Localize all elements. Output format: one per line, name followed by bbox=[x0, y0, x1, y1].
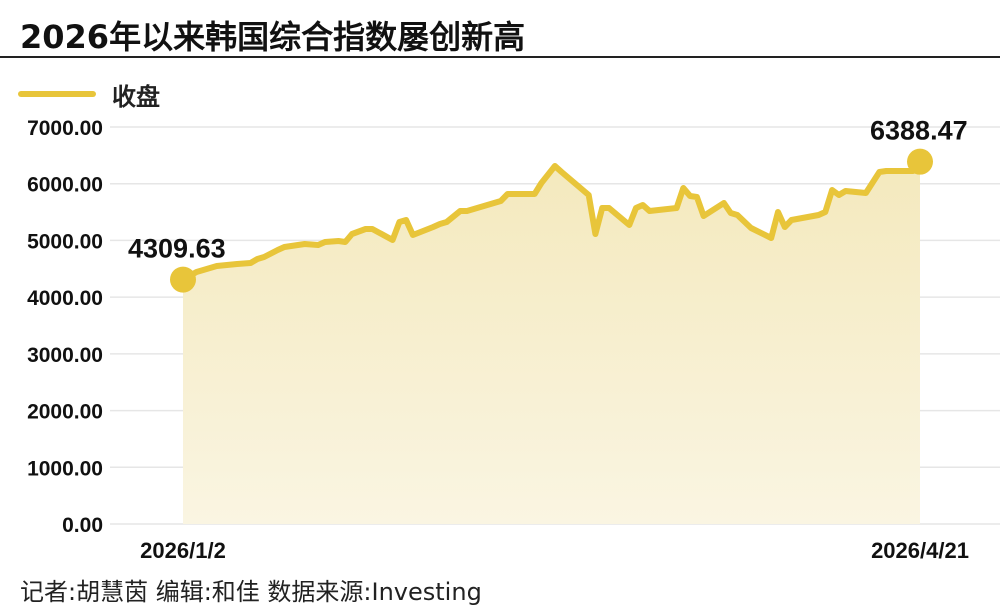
y-tick-label: 6000.00 bbox=[27, 174, 103, 197]
y-tick-label: 7000.00 bbox=[27, 117, 103, 140]
y-tick-label: 5000.00 bbox=[27, 230, 103, 253]
y-tick-label: 0.00 bbox=[62, 514, 103, 537]
x-tick-label: 2026/4/21 bbox=[871, 538, 969, 563]
title-divider bbox=[0, 56, 1000, 58]
endpoint-marker bbox=[170, 266, 196, 293]
series-area bbox=[183, 161, 920, 524]
legend: 收盘 bbox=[18, 78, 160, 111]
y-tick-label: 4000.00 bbox=[27, 287, 103, 310]
data-label: 6388.47 bbox=[870, 116, 968, 146]
legend-swatch bbox=[18, 91, 96, 97]
y-tick-label: 2000.00 bbox=[27, 401, 103, 424]
legend-label: 收盘 bbox=[112, 82, 160, 111]
data-label: 4309.63 bbox=[128, 234, 226, 264]
y-tick-label: 3000.00 bbox=[27, 344, 103, 367]
endpoint-marker bbox=[907, 148, 933, 175]
y-tick-label: 1000.00 bbox=[27, 457, 103, 480]
footer-credits: 记者:胡慧茵 编辑:和佳 数据来源:Investing bbox=[20, 578, 482, 606]
chart-title: 2026年以来韩国综合指数屡创新高 bbox=[20, 18, 526, 56]
x-tick-label: 2026/1/2 bbox=[140, 538, 226, 563]
